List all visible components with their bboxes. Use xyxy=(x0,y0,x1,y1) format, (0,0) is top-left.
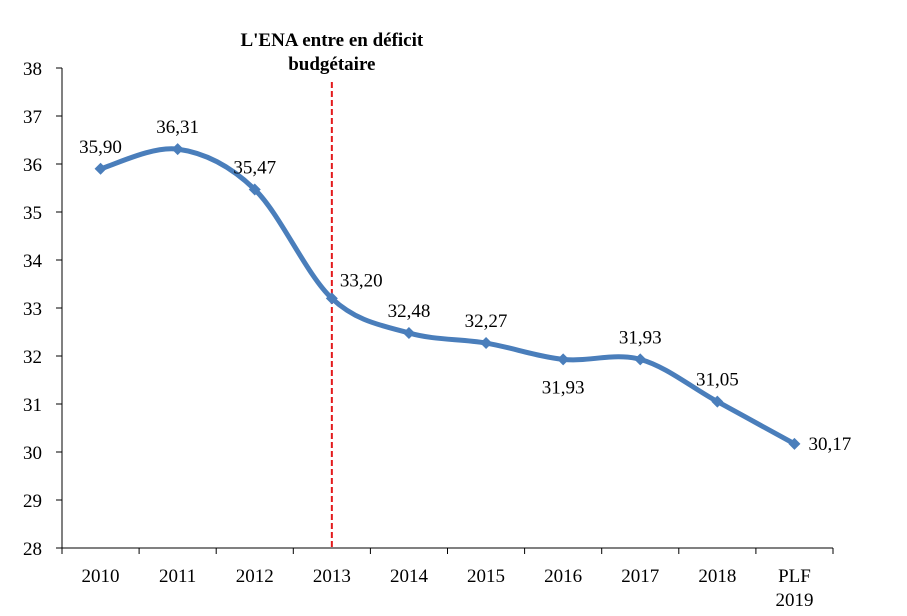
data-point-marker xyxy=(248,183,261,196)
data-label: 35,90 xyxy=(79,137,122,158)
y-tick-label: 36 xyxy=(23,155,42,176)
x-tick-label: 2017 xyxy=(621,566,659,587)
data-point-marker xyxy=(94,162,107,175)
data-label: 33,20 xyxy=(340,270,383,291)
annotation-layer: L'ENA entre en déficit budgétaire xyxy=(240,30,424,548)
x-tick-label: 2011 xyxy=(159,566,196,587)
data-point-marker xyxy=(557,353,570,366)
data-label: 30,17 xyxy=(808,434,851,455)
x-tick-label: 2013 xyxy=(313,566,351,587)
x-tick-label-line: PLF xyxy=(778,566,811,587)
x-tick-label-line: 2011 xyxy=(159,566,196,587)
data-point-marker xyxy=(634,353,647,366)
x-tick-label-line: 2017 xyxy=(621,566,659,587)
x-tick-label: 2012 xyxy=(236,566,274,587)
data-label: 35,47 xyxy=(233,157,276,178)
annotation-text: L'ENA entre en déficit xyxy=(240,30,423,51)
x-tick-label: 2018 xyxy=(698,566,736,587)
data-label: 32,48 xyxy=(388,301,431,322)
y-tick-label: 31 xyxy=(23,395,42,416)
data-label: 31,93 xyxy=(542,377,585,398)
y-tick-label: 32 xyxy=(23,347,42,368)
x-tick-label-line: 2010 xyxy=(82,566,120,587)
data-point-marker xyxy=(402,326,415,339)
y-tick-label: 29 xyxy=(23,491,42,512)
series-line xyxy=(98,146,797,447)
x-tick-label: PLF 2019 xyxy=(775,566,813,611)
x-tick-label-line: 2013 xyxy=(313,566,351,587)
data-point-marker xyxy=(325,292,338,305)
x-tick-label: 2016 xyxy=(544,566,582,587)
x-tick-label-line: 2012 xyxy=(236,566,274,587)
data-label: 36,31 xyxy=(156,117,199,138)
x-tick-label-line: 2016 xyxy=(544,566,582,587)
y-tick-label: 33 xyxy=(23,299,42,320)
x-tick-label: 2015 xyxy=(467,566,505,587)
data-point-marker xyxy=(711,395,724,408)
annotation-text: budgétaire xyxy=(288,54,375,75)
x-tick-label-line: 2015 xyxy=(467,566,505,587)
y-tick-label: 38 xyxy=(23,59,42,80)
axes: 28 29 30 31 32 33 34 35 36 37 38 2010 2011 2012 2013 20… xyxy=(23,59,834,611)
data-label: 31,93 xyxy=(619,327,662,348)
x-tick-label: 2014 xyxy=(390,566,429,587)
x-tick-label-line: 2019 xyxy=(775,590,813,611)
y-tick-label: 37 xyxy=(23,107,42,128)
y-tick-label: 28 xyxy=(23,539,42,560)
data-label: 32,27 xyxy=(465,311,508,332)
x-tick-label: 2010 xyxy=(82,566,120,587)
data-point-marker xyxy=(480,337,493,350)
data-label: 31,05 xyxy=(696,370,739,391)
data-point-marker xyxy=(788,437,801,450)
y-tick-label: 35 xyxy=(23,203,42,224)
data-point-marker xyxy=(171,143,184,156)
x-tick-label-line: 2018 xyxy=(698,566,736,587)
y-tick-label: 30 xyxy=(23,443,42,464)
x-tick-label-line: 2014 xyxy=(390,566,429,587)
series-layer xyxy=(94,143,801,450)
y-tick-label: 34 xyxy=(23,251,43,272)
